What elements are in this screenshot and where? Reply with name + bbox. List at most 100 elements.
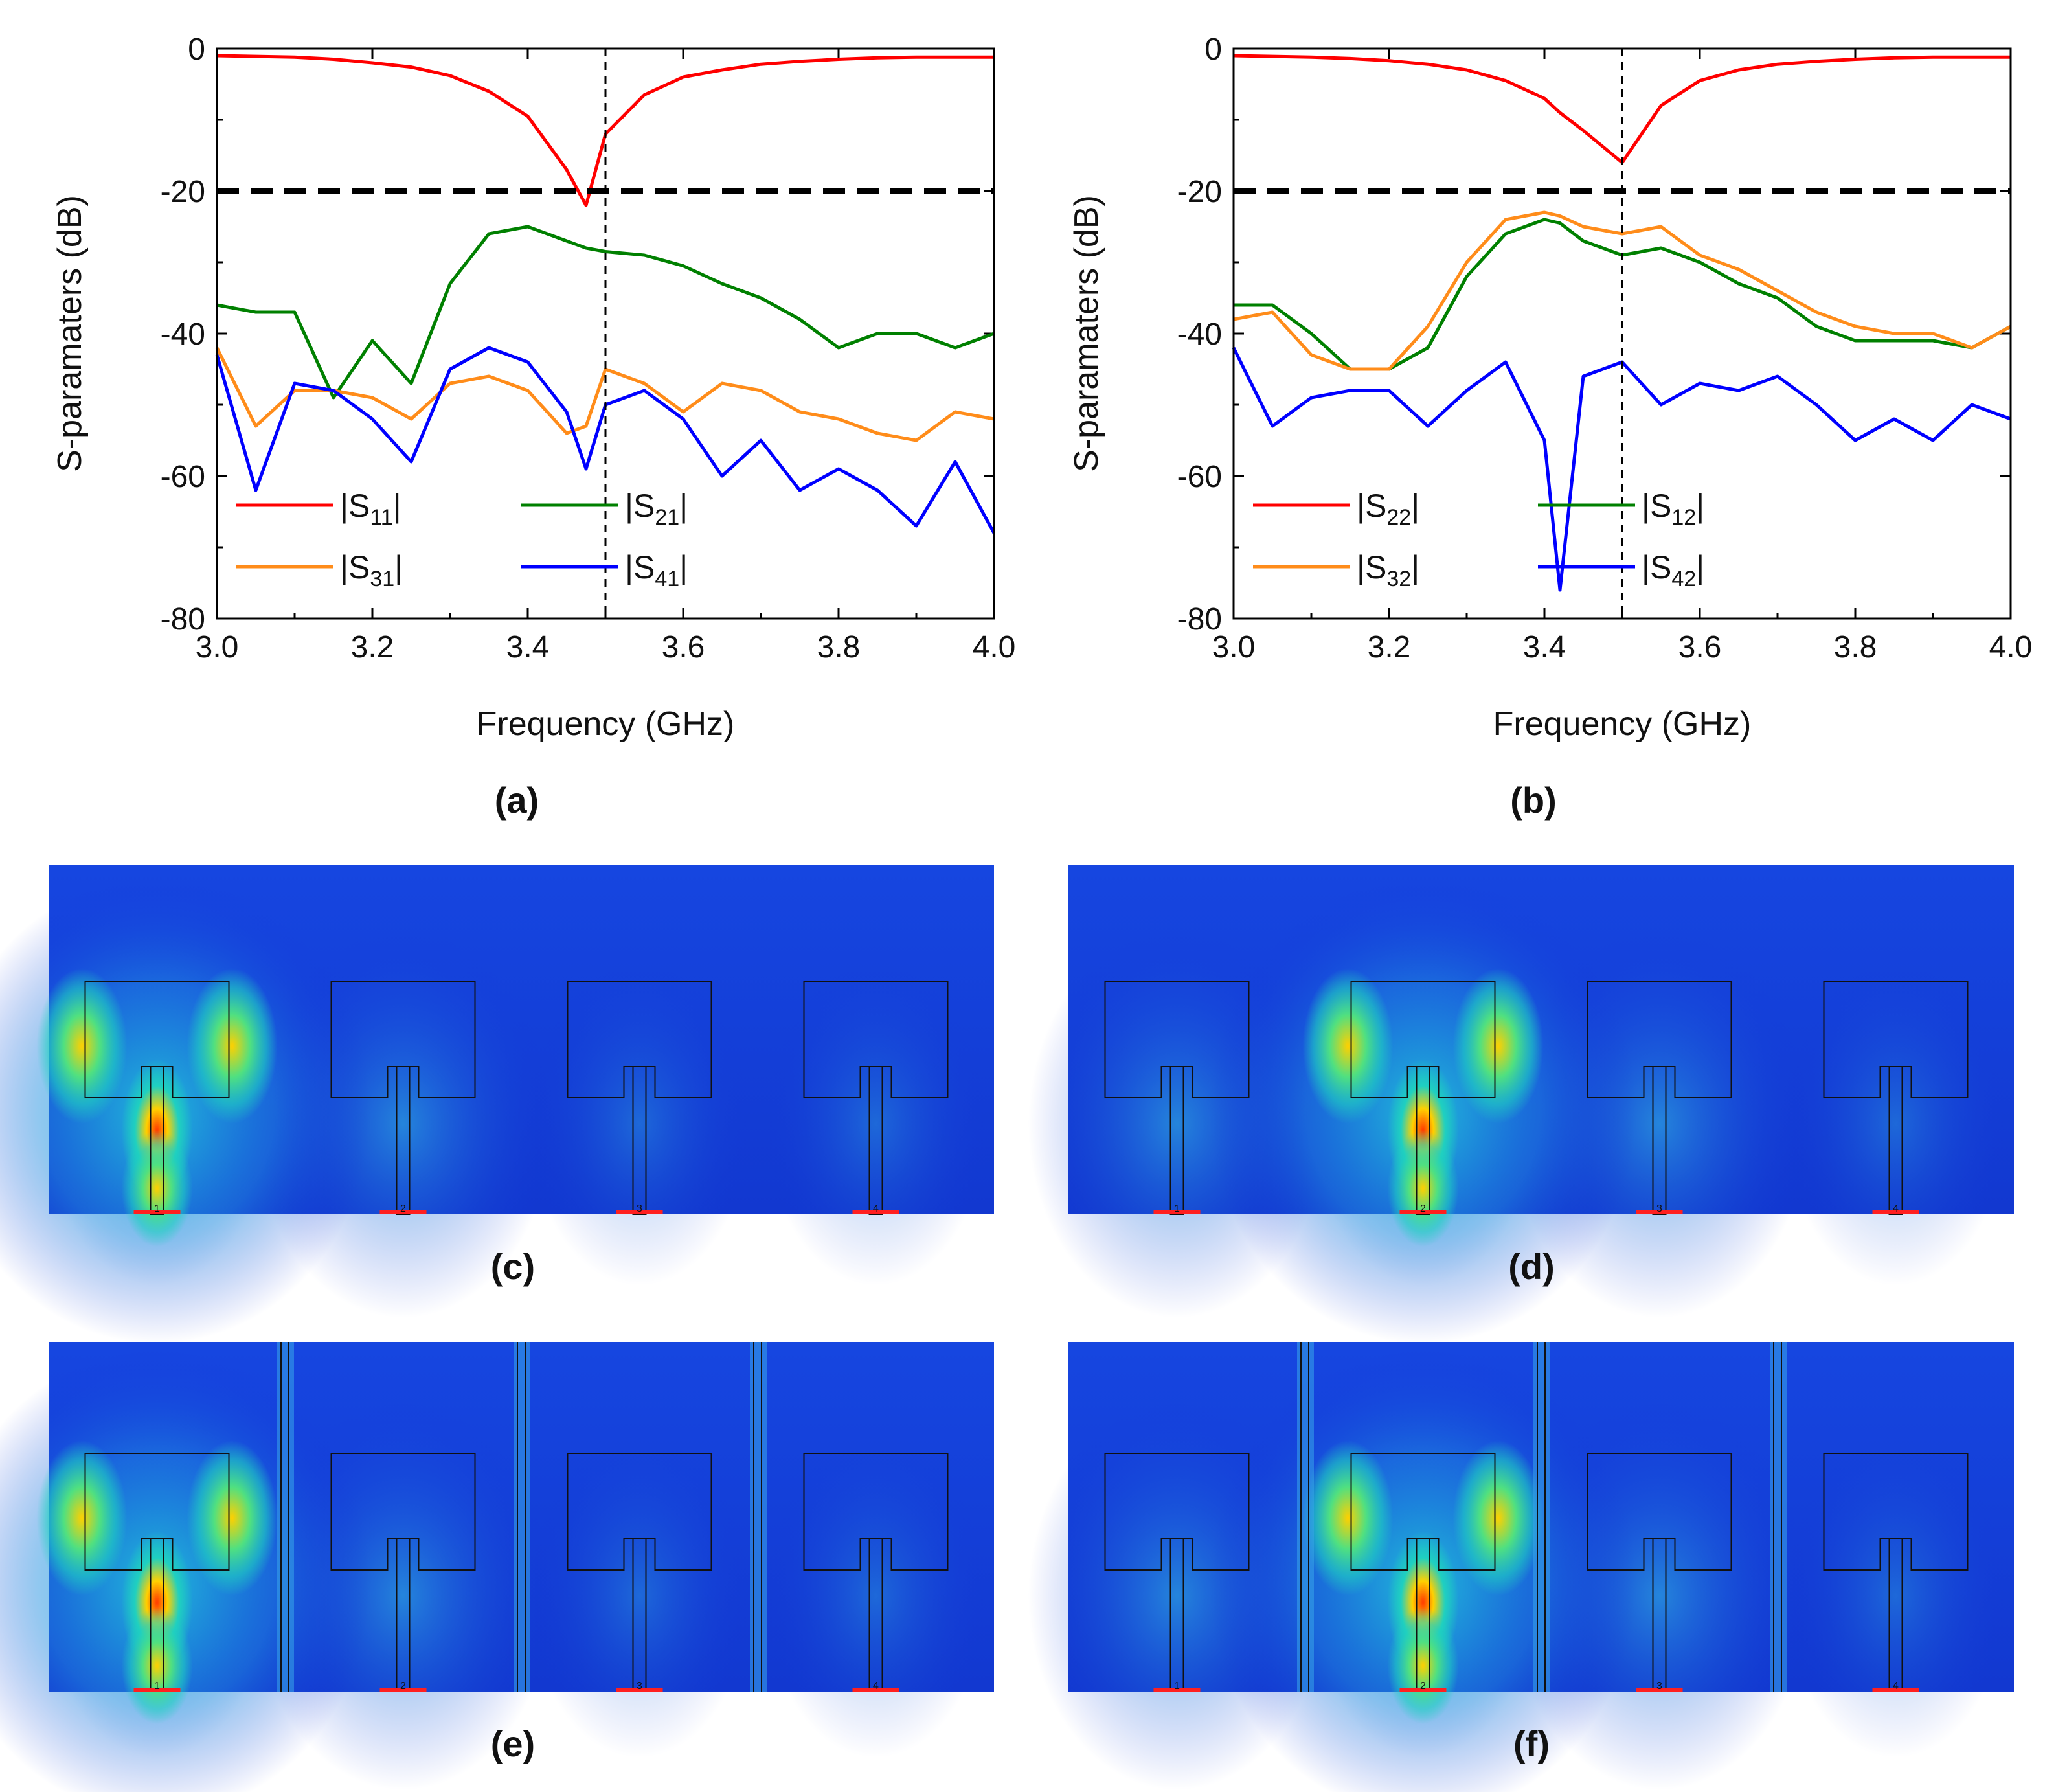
port-marker [1153,1210,1201,1214]
x-tick-label: 3.2 [351,630,394,664]
x-tick-label: 3.4 [1523,630,1566,664]
field-halo [1785,1434,2006,1758]
patch-antenna [84,1453,230,1571]
patch-antenna [1587,981,1732,1098]
patch-antenna [84,981,230,1098]
x-tick-label: 3.4 [506,630,550,664]
legend-label: |S12| [1642,488,1704,530]
patch-antenna [330,981,476,1098]
legend-label: |S22| [1357,488,1419,530]
x-tick-label: 3.0 [196,630,239,664]
x-tick-label: 3.8 [1834,630,1877,664]
patch-antenna [1104,1453,1250,1571]
series-line [1233,54,2011,164]
field-halo [529,962,750,1286]
port-label: 3 [637,1681,642,1692]
port-marker [616,1210,663,1214]
hotspot-left [36,968,128,1124]
x-tick-label: 3.2 [1368,630,1411,664]
hotspot-right [186,1440,278,1596]
port-label: 2 [400,1203,406,1214]
decoupling-wall-glow [1297,1342,1314,1692]
x-tick-label: 3.6 [1678,630,1722,664]
patch-antenna [1587,1453,1732,1571]
decoupling-wall-glow [1533,1342,1550,1692]
y-tick-label: -80 [161,602,205,637]
port-label: 2 [1420,1203,1426,1214]
port-label: 2 [400,1681,406,1692]
port-label: 4 [873,1203,879,1214]
legend-label: |S31| [340,549,403,591]
panel-label-f: (f) [1513,1723,1550,1764]
port-label: 1 [1174,1203,1180,1214]
field-halo [1785,962,2006,1286]
patch-antenna [1823,981,1969,1098]
port-marker [852,1688,899,1692]
x-tick-label: 4.0 [1989,630,2033,664]
port-marker [852,1210,899,1214]
panel-label-c: (c) [491,1246,535,1287]
hotspot-left [1302,1440,1394,1596]
chart-b: S-paramaters (dB) Frequency (GHz) (b) 3.… [1068,32,2032,821]
patch-antenna [803,981,949,1098]
y-tick-label: -40 [1177,317,1222,352]
x-tick-label: 3.6 [662,630,705,664]
port-marker [1399,1688,1447,1692]
patch-antenna [1350,1453,1496,1571]
field-halo [765,1434,986,1758]
legend-label: |S41| [625,549,688,591]
x-tick-label: 3.8 [817,630,861,664]
series-line [215,346,995,442]
y-axis-label: S-paramaters (dB) [51,195,89,472]
patch-antenna [1350,981,1496,1098]
axes-frame [216,47,995,620]
hotspot-left [36,1440,128,1596]
port-label: 2 [1420,1681,1426,1692]
axes-frame [1232,47,2012,620]
y-tick-label: -20 [1177,175,1222,209]
series-line [1233,210,2012,371]
x-tick-label: 3.0 [1212,630,1256,664]
chart-a: S-paramaters (dB) Frequency (GHz) (a) 3.… [51,32,1015,821]
y-tick-label: -40 [161,317,205,352]
y-axis-label: S-paramaters (dB) [1068,195,1105,472]
port-label: 1 [1174,1681,1180,1692]
y-tick-label: 0 [188,32,205,67]
patch-antenna [330,1453,476,1571]
field-halo [765,962,986,1286]
port-label: 3 [1656,1681,1662,1692]
port-marker [1153,1688,1201,1692]
port-marker [133,1688,181,1692]
field-halo [529,1434,750,1758]
hotspot-left [1302,968,1394,1124]
port-label: 4 [1893,1681,1899,1692]
port-marker [1636,1210,1683,1214]
port-marker [133,1210,181,1214]
hotspot-right [1452,1440,1544,1596]
legend-label: |S21| [625,488,688,530]
port-label: 1 [154,1681,160,1692]
y-tick-label: -60 [161,460,205,494]
y-tick-label: 0 [1204,32,1222,67]
series-line [216,225,995,400]
legend-label: |S32| [1357,549,1419,591]
field-panel-c: 1 2 3 4 [0,865,994,1344]
series-line [1232,346,2011,592]
legend-label: |S11| [340,488,401,530]
field-panel-d: 1 2 3 4 [1028,865,2014,1344]
series-line [216,54,994,207]
plot-area: 3.0 3.2 3.4 3.6 3.8 4.0 0 -20 -40 -60 -80 |S11| |S21… [161,32,1016,664]
port-label: 4 [1893,1203,1899,1214]
x-axis-label: Frequency (GHz) [477,705,735,743]
hotspot-right [186,968,278,1124]
port-marker [1399,1210,1447,1214]
hotspot-right [1452,968,1544,1124]
port-label: 3 [1656,1203,1662,1214]
port-marker [1872,1688,1919,1692]
port-label: 4 [873,1681,879,1692]
port-label: 3 [637,1203,642,1214]
hotspot-port [1387,1607,1459,1724]
port-label: 1 [154,1203,160,1214]
port-marker [1636,1688,1683,1692]
